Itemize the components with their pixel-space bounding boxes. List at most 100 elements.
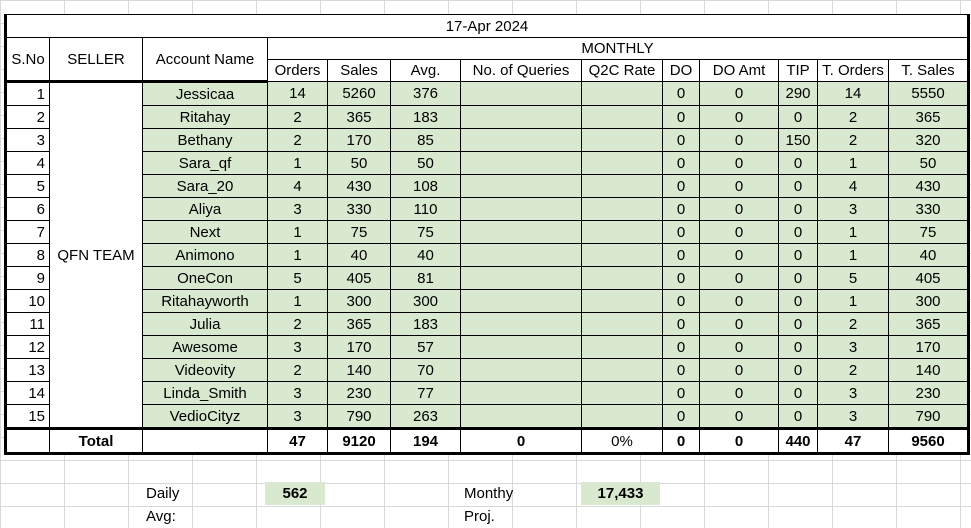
row-do-amt[interactable]: 0 [699, 243, 779, 267]
row-tip[interactable]: 0 [778, 335, 818, 359]
row-account-name[interactable]: Next [142, 220, 268, 244]
row-sales[interactable]: 430 [327, 174, 391, 198]
row-tip[interactable]: 0 [778, 197, 818, 221]
row-q2c-rate[interactable] [581, 174, 663, 198]
row-avg[interactable]: 85 [390, 128, 461, 152]
row-account-name[interactable]: Linda_Smith [142, 381, 268, 405]
row-q2c-rate[interactable] [581, 289, 663, 313]
row-q2c-rate[interactable] [581, 197, 663, 221]
row-t-sales[interactable]: 40 [888, 243, 970, 267]
total-label[interactable]: Total [49, 427, 143, 455]
report-date[interactable]: 17-Apr 2024 [4, 14, 970, 38]
row-queries[interactable] [460, 197, 582, 221]
row-account-name[interactable]: Aliya [142, 197, 268, 221]
row-t-sales[interactable]: 405 [888, 266, 970, 290]
row-tip[interactable]: 0 [778, 105, 818, 129]
row-sno[interactable]: 4 [4, 151, 50, 175]
row-t-orders[interactable]: 14 [817, 81, 889, 106]
row-t-orders[interactable]: 3 [817, 197, 889, 221]
row-sales[interactable]: 330 [327, 197, 391, 221]
row-t-sales[interactable]: 75 [888, 220, 970, 244]
row-avg[interactable]: 81 [390, 266, 461, 290]
row-queries[interactable] [460, 105, 582, 129]
row-do-amt[interactable]: 0 [699, 174, 779, 198]
row-do-amt[interactable]: 0 [699, 381, 779, 405]
row-sales[interactable]: 50 [327, 151, 391, 175]
row-orders[interactable]: 2 [267, 128, 328, 152]
row-sno[interactable]: 14 [4, 381, 50, 405]
row-do-amt[interactable]: 0 [699, 128, 779, 152]
row-t-orders[interactable]: 2 [817, 358, 889, 382]
row-orders[interactable]: 2 [267, 358, 328, 382]
header-queries[interactable]: No. of Queries [460, 59, 582, 82]
row-orders[interactable]: 3 [267, 381, 328, 405]
row-do[interactable]: 0 [662, 266, 700, 290]
row-sno[interactable]: 13 [4, 358, 50, 382]
row-do[interactable]: 0 [662, 151, 700, 175]
total-do-amt[interactable]: 0 [699, 427, 779, 455]
row-do[interactable]: 0 [662, 220, 700, 244]
row-do[interactable]: 0 [662, 128, 700, 152]
row-orders[interactable]: 3 [267, 335, 328, 359]
row-t-orders[interactable]: 1 [817, 289, 889, 313]
row-sales[interactable]: 405 [327, 266, 391, 290]
row-sno[interactable]: 10 [4, 289, 50, 313]
row-q2c-rate[interactable] [581, 243, 663, 267]
row-q2c-rate[interactable] [581, 312, 663, 336]
row-avg[interactable]: 50 [390, 151, 461, 175]
row-avg[interactable]: 75 [390, 220, 461, 244]
row-t-orders[interactable]: 2 [817, 105, 889, 129]
header-account-name[interactable]: Account Name [142, 37, 268, 83]
total-orders[interactable]: 47 [267, 427, 328, 455]
row-avg[interactable]: 57 [390, 335, 461, 359]
row-avg[interactable]: 183 [390, 312, 461, 336]
row-avg[interactable]: 263 [390, 404, 461, 429]
row-sno[interactable]: 6 [4, 197, 50, 221]
row-queries[interactable] [460, 243, 582, 267]
header-do[interactable]: DO [662, 59, 700, 82]
row-account-name[interactable]: Sara_qf [142, 151, 268, 175]
row-do[interactable]: 0 [662, 243, 700, 267]
row-t-sales[interactable]: 430 [888, 174, 970, 198]
row-do[interactable]: 0 [662, 404, 700, 429]
header-t-sales[interactable]: T. Sales [888, 59, 970, 82]
row-q2c-rate[interactable] [581, 128, 663, 152]
row-account-name[interactable]: Ritahayworth [142, 289, 268, 313]
row-avg[interactable]: 108 [390, 174, 461, 198]
row-sales[interactable]: 5260 [327, 81, 391, 106]
total-avg[interactable]: 194 [390, 427, 461, 455]
row-orders[interactable]: 2 [267, 105, 328, 129]
row-avg[interactable]: 110 [390, 197, 461, 221]
row-tip[interactable]: 0 [778, 358, 818, 382]
row-sales[interactable]: 75 [327, 220, 391, 244]
row-orders[interactable]: 1 [267, 289, 328, 313]
row-account-name[interactable]: Jessicaa [142, 81, 268, 106]
row-do-amt[interactable]: 0 [699, 358, 779, 382]
row-q2c-rate[interactable] [581, 404, 663, 429]
row-sales[interactable]: 300 [327, 289, 391, 313]
row-do[interactable]: 0 [662, 197, 700, 221]
row-queries[interactable] [460, 151, 582, 175]
row-t-sales[interactable]: 170 [888, 335, 970, 359]
row-q2c-rate[interactable] [581, 358, 663, 382]
row-sno[interactable]: 8 [4, 243, 50, 267]
row-do-amt[interactable]: 0 [699, 81, 779, 106]
row-t-orders[interactable]: 4 [817, 174, 889, 198]
row-t-sales[interactable]: 365 [888, 105, 970, 129]
header-do-amt[interactable]: DO Amt [699, 59, 779, 82]
row-tip[interactable]: 0 [778, 289, 818, 313]
row-queries[interactable] [460, 381, 582, 405]
row-account-name[interactable]: VedioCityz [142, 404, 268, 429]
row-do-amt[interactable]: 0 [699, 404, 779, 429]
row-t-orders[interactable]: 3 [817, 335, 889, 359]
row-sales[interactable]: 140 [327, 358, 391, 382]
total-t-sales[interactable]: 9560 [888, 427, 970, 455]
row-q2c-rate[interactable] [581, 151, 663, 175]
row-account-name[interactable]: Videovity [142, 358, 268, 382]
row-t-sales[interactable]: 320 [888, 128, 970, 152]
row-avg[interactable]: 300 [390, 289, 461, 313]
row-tip[interactable]: 290 [778, 81, 818, 106]
row-orders[interactable]: 5 [267, 266, 328, 290]
header-sales[interactable]: Sales [327, 59, 391, 82]
row-queries[interactable] [460, 289, 582, 313]
